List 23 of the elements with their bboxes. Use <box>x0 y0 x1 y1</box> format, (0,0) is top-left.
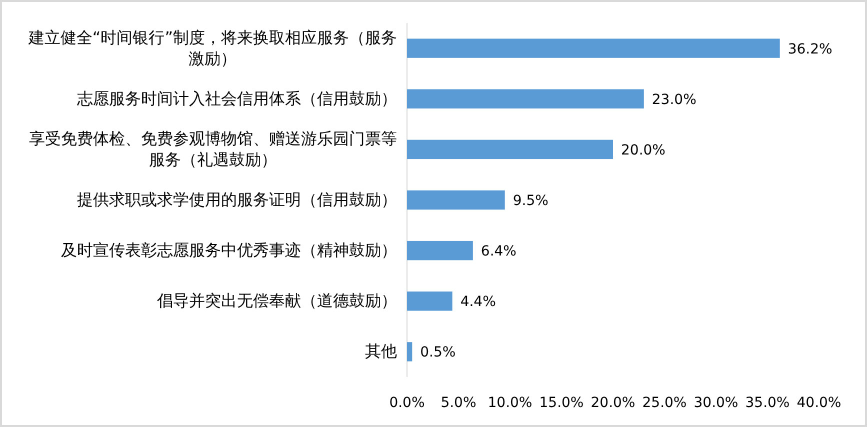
x-tick-label: 0.0% <box>389 395 425 411</box>
y-tick-label: 倡导并突出无偿奉献（道德鼓励） <box>156 291 397 310</box>
data-label: 4.4% <box>460 294 496 310</box>
y-tick-label: 志愿服务时间计入社会信用体系（信用鼓励） <box>77 88 397 108</box>
x-tick-label: 20.0% <box>590 395 636 411</box>
y-tick-label: 及时宣传表彰志愿服务中优秀事迹（精神鼓励） <box>61 240 397 260</box>
data-label: 36.2% <box>788 41 832 58</box>
x-tick-label: 40.0% <box>796 395 842 411</box>
x-tick-label: 35.0% <box>745 395 790 411</box>
data-label: 23.0% <box>652 92 696 108</box>
x-tick-label: 25.0% <box>642 395 687 411</box>
y-tick-label: 提供求职或求学使用的服务证明（信用鼓励） <box>77 190 397 209</box>
x-tick-label: 30.0% <box>694 395 738 411</box>
data-label: 0.5% <box>420 344 456 361</box>
x-tick-label: 10.0% <box>488 395 532 411</box>
x-tick-label: 15.0% <box>539 395 584 411</box>
y-tick-label: 其他 <box>365 342 397 361</box>
y-tick-label: 享受免费体检、免费参观博物馆、赠送游乐园门票等服务（礼遇鼓励） <box>29 128 397 169</box>
data-label: 9.5% <box>512 193 548 209</box>
data-label: 6.4% <box>480 244 516 260</box>
x-tick-label: 5.0% <box>440 395 476 411</box>
y-tick-label: 建立健全“时间银行”制度，将来换取相应服务（服务激励） <box>27 28 397 68</box>
data-label: 20.0% <box>621 142 666 158</box>
